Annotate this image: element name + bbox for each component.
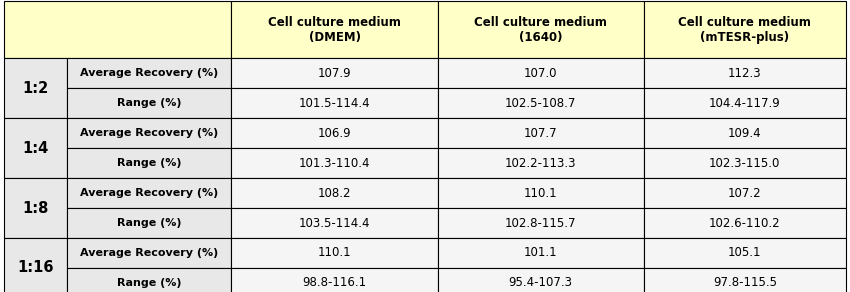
Text: 102.8-115.7: 102.8-115.7	[505, 216, 576, 230]
Bar	[67, 208, 231, 238]
Bar	[438, 208, 643, 238]
Text: 101.3-110.4: 101.3-110.4	[299, 157, 371, 170]
Bar	[643, 268, 846, 292]
Text: Average Recovery (%): Average Recovery (%)	[80, 128, 218, 138]
Bar	[643, 178, 846, 208]
Text: 1:4: 1:4	[23, 141, 49, 156]
Bar	[438, 148, 643, 178]
Text: 106.9: 106.9	[318, 127, 351, 140]
Text: 102.6-110.2: 102.6-110.2	[709, 216, 780, 230]
Bar	[643, 1, 846, 58]
Bar	[4, 1, 231, 58]
Bar	[438, 178, 643, 208]
Bar	[643, 208, 846, 238]
Bar	[67, 58, 231, 88]
Bar	[231, 58, 438, 88]
Text: 107.9: 107.9	[318, 67, 351, 80]
Text: 110.1: 110.1	[318, 246, 351, 260]
Text: 97.8-115.5: 97.8-115.5	[713, 276, 777, 289]
Text: 101.5-114.4: 101.5-114.4	[298, 97, 371, 110]
Text: 105.1: 105.1	[728, 246, 762, 260]
Text: Average Recovery (%): Average Recovery (%)	[80, 68, 218, 78]
Text: 1:2: 1:2	[23, 81, 49, 96]
Bar	[231, 178, 438, 208]
Bar	[643, 88, 846, 118]
Text: 110.1: 110.1	[524, 187, 558, 200]
Bar	[231, 118, 438, 148]
Text: 102.2-113.3: 102.2-113.3	[505, 157, 576, 170]
Text: Range (%): Range (%)	[117, 218, 182, 228]
Text: 103.5-114.4: 103.5-114.4	[299, 216, 371, 230]
Bar	[438, 88, 643, 118]
Text: 95.4-107.3: 95.4-107.3	[508, 276, 573, 289]
Text: Cell culture medium
(mTESR-plus): Cell culture medium (mTESR-plus)	[678, 16, 811, 44]
Bar	[438, 58, 643, 88]
Bar	[231, 208, 438, 238]
Bar	[438, 1, 643, 58]
Text: Range (%): Range (%)	[117, 98, 182, 108]
Bar	[231, 268, 438, 292]
Text: Range (%): Range (%)	[117, 278, 182, 288]
Text: 107.0: 107.0	[524, 67, 558, 80]
Bar	[231, 88, 438, 118]
Bar	[67, 238, 231, 268]
Bar	[4, 178, 67, 238]
Bar	[67, 118, 231, 148]
Text: 107.7: 107.7	[524, 127, 558, 140]
Bar	[438, 238, 643, 268]
Bar	[231, 148, 438, 178]
Bar	[643, 238, 846, 268]
Bar	[67, 268, 231, 292]
Bar	[4, 58, 67, 118]
Bar	[4, 238, 67, 292]
Bar	[643, 58, 846, 88]
Bar	[643, 148, 846, 178]
Text: 102.3-115.0: 102.3-115.0	[709, 157, 780, 170]
Text: 107.2: 107.2	[728, 187, 762, 200]
Bar	[67, 88, 231, 118]
Text: 108.2: 108.2	[318, 187, 351, 200]
Text: 104.4-117.9: 104.4-117.9	[709, 97, 780, 110]
Text: 109.4: 109.4	[728, 127, 762, 140]
Bar	[438, 268, 643, 292]
Text: Range (%): Range (%)	[117, 158, 182, 168]
Bar	[4, 118, 67, 178]
Bar	[231, 1, 438, 58]
Text: 112.3: 112.3	[728, 67, 762, 80]
Bar	[438, 118, 643, 148]
Text: 101.1: 101.1	[524, 246, 558, 260]
Text: 102.5-108.7: 102.5-108.7	[505, 97, 576, 110]
Bar	[231, 238, 438, 268]
Text: 98.8-116.1: 98.8-116.1	[303, 276, 366, 289]
Text: Average Recovery (%): Average Recovery (%)	[80, 188, 218, 198]
Text: 1:16: 1:16	[18, 260, 54, 275]
Text: Cell culture medium
(1640): Cell culture medium (1640)	[474, 16, 607, 44]
Text: Average Recovery (%): Average Recovery (%)	[80, 248, 218, 258]
Text: Cell culture medium
(DMEM): Cell culture medium (DMEM)	[268, 16, 401, 44]
Bar	[643, 118, 846, 148]
Text: 1:8: 1:8	[23, 201, 49, 215]
Bar	[67, 178, 231, 208]
Bar	[67, 148, 231, 178]
